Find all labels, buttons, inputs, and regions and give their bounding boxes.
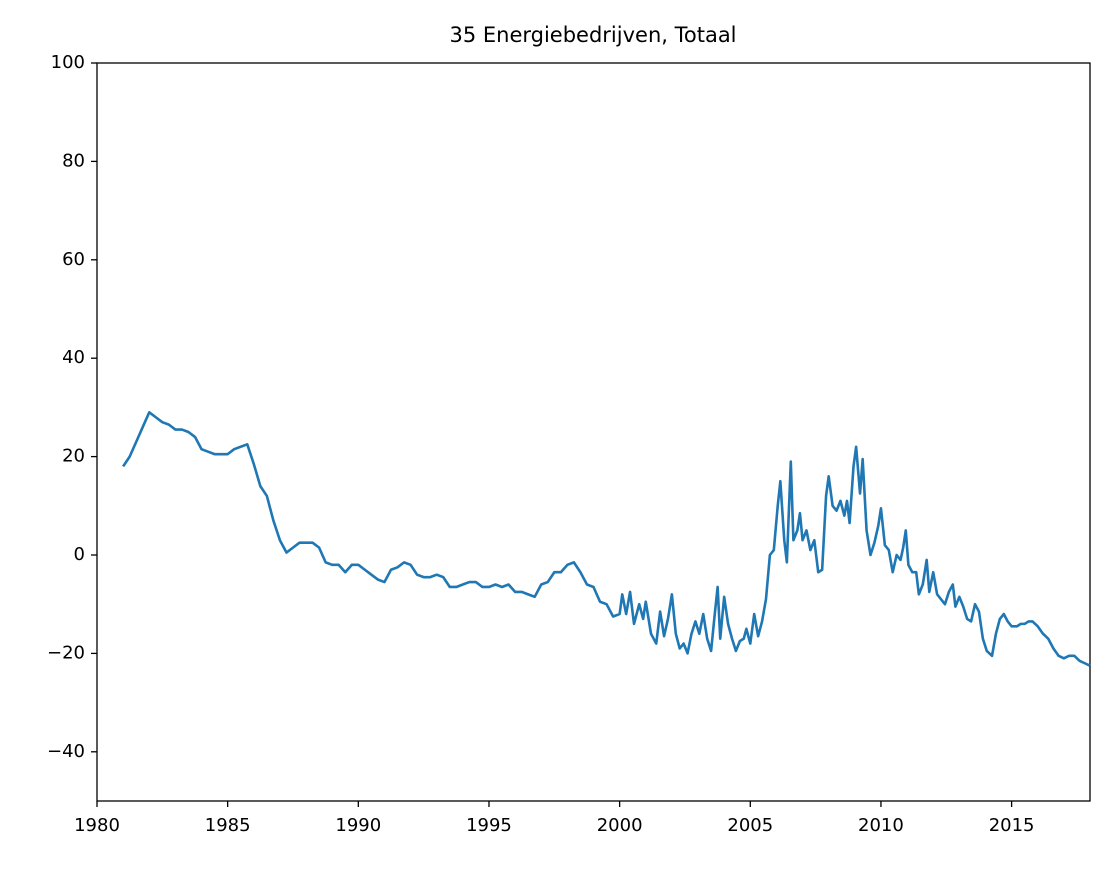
y-tick-label: −40 [47,741,85,762]
y-tick-label: −20 [47,642,85,663]
x-tick-label: 1985 [205,815,251,836]
y-tick-label: 20 [62,446,85,467]
y-tick-label: 40 [62,347,85,368]
x-tick-label: 1990 [335,815,381,836]
x-tick-label: 2010 [858,815,904,836]
data-line [122,411,1091,667]
x-tick-label: 2015 [989,815,1035,836]
x-tick-label: 2000 [597,815,643,836]
chart-title: 35 Energiebedrijven, Totaal [449,23,736,47]
x-tick-label: 2005 [727,815,773,836]
y-tick-label: 80 [62,150,85,171]
x-tick-label: 1995 [466,815,512,836]
y-tick-label: 60 [62,249,85,270]
plot-frame [96,62,1091,802]
y-tick-label: 0 [74,544,85,565]
y-tick-label: 100 [51,52,85,73]
x-tick-label: 1980 [74,815,120,836]
